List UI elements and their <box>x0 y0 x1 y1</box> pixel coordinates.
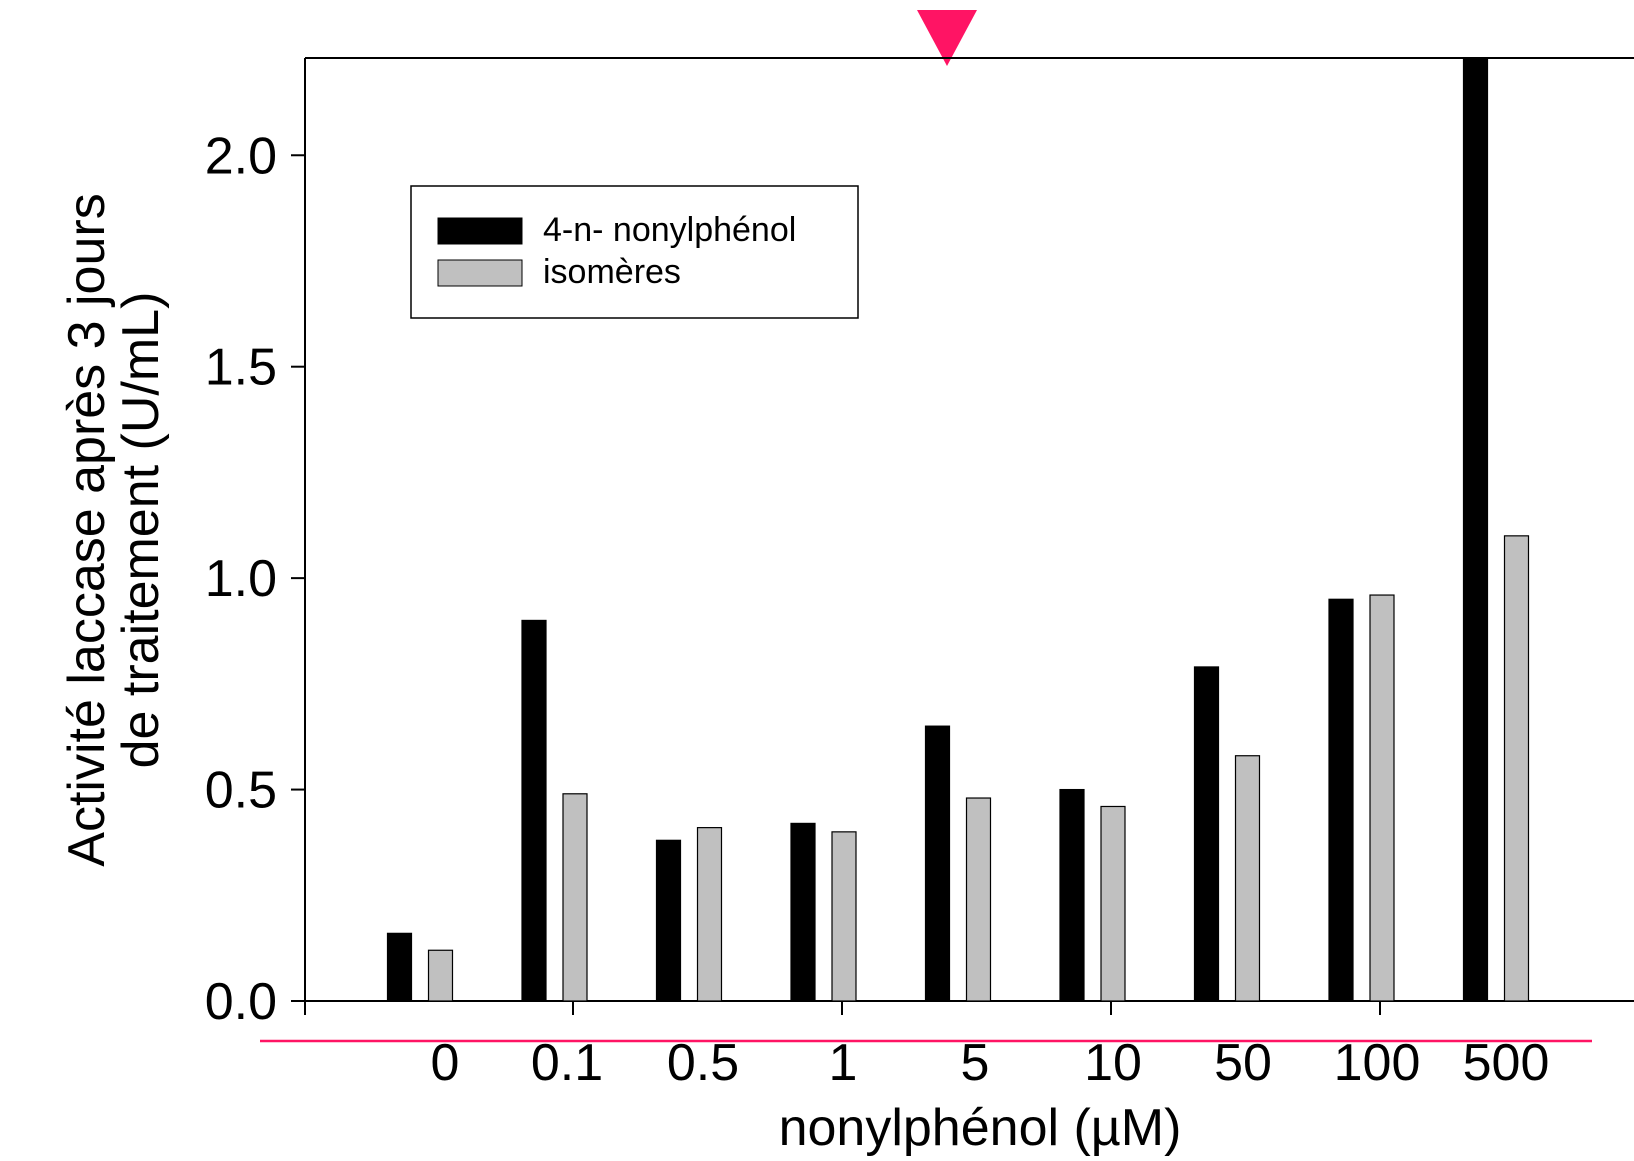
bar-isomeres <box>696 827 723 1002</box>
bar-4n-nonylphenol <box>924 725 951 1002</box>
bar-isomeres <box>562 793 588 1002</box>
legend-swatch-isomeres <box>437 259 523 287</box>
legend: 4-n- nonylphénol isomères <box>410 185 859 319</box>
y-axis-title-line-2: de traitement (U/mL) <box>112 292 170 769</box>
y-tick-label: 1.5 <box>205 339 277 397</box>
x-tick-label: 0 <box>431 1034 460 1092</box>
bar-isomeres <box>831 831 857 1002</box>
bar-4n-nonylphenol <box>1462 57 1489 1002</box>
legend-label-4n-nonylphenol: 4-n- nonylphénol <box>543 211 796 249</box>
legend-swatch-4n-nonylphenol <box>437 217 523 245</box>
bars <box>386 57 1530 1002</box>
x-tick-label: 500 <box>1463 1034 1550 1092</box>
bar-4n-nonylphenol <box>521 619 547 1002</box>
x-axis-ticks: 0 0.1 0.5 1 5 10 50 100 500 <box>304 1001 1550 1092</box>
bar-isomeres <box>1369 594 1395 1002</box>
bar-4n-nonylphenol <box>386 932 413 1002</box>
annotation-triangle-marker <box>917 10 977 66</box>
x-axis-title: nonylphénol (µM) <box>779 1099 1182 1157</box>
y-tick-label: 1.0 <box>205 550 277 608</box>
bar-isomeres <box>1503 535 1530 1002</box>
x-tick-label: 1 <box>829 1034 858 1092</box>
y-axis-title-line-1: Activité laccase après 3 jours <box>58 193 116 866</box>
x-tick-label: 50 <box>1214 1034 1272 1092</box>
bar-isomeres <box>1234 755 1261 1002</box>
x-tick-label: 100 <box>1334 1034 1421 1092</box>
y-axis-title: Activité laccase après 3 jours de traite… <box>58 193 170 866</box>
bar-isomeres <box>965 797 992 1002</box>
x-tick-label: 10 <box>1084 1034 1142 1092</box>
bar-isomeres <box>1100 805 1126 1002</box>
bar-4n-nonylphenol <box>1059 788 1085 1002</box>
bar-isomeres <box>427 949 454 1002</box>
y-axis-ticks: 0.0 0.5 1.0 1.5 2.0 <box>205 127 305 1031</box>
bar-4n-nonylphenol <box>1193 666 1220 1002</box>
y-tick-label: 0.5 <box>205 762 277 820</box>
x-tick-label: 0.1 <box>531 1034 603 1092</box>
bar-4n-nonylphenol <box>790 822 816 1002</box>
x-tick-label: 5 <box>961 1034 990 1092</box>
legend-label-isomeres: isomères <box>543 253 681 291</box>
y-tick-label: 0.0 <box>205 973 277 1031</box>
y-tick-label: 2.0 <box>205 127 277 185</box>
x-tick-label: 0.5 <box>667 1034 739 1092</box>
bar-4n-nonylphenol <box>1328 598 1354 1002</box>
bar-4n-nonylphenol <box>655 839 682 1002</box>
legend-box <box>410 185 859 319</box>
